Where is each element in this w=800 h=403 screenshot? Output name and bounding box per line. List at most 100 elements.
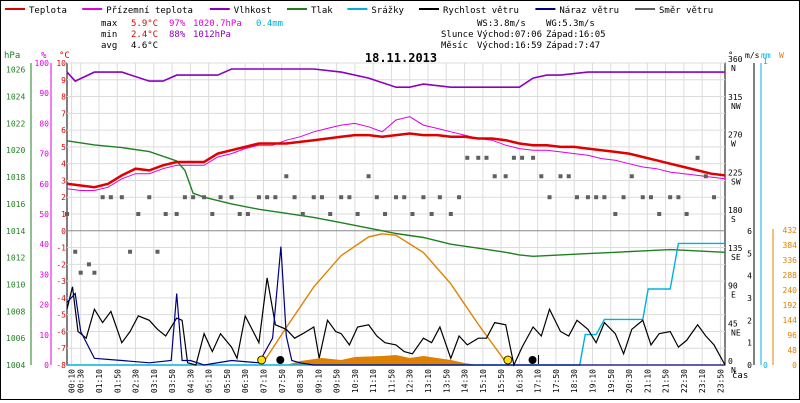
legend-label: Teplota [29, 6, 67, 16]
dir-tick-name: N [731, 366, 736, 375]
x-tick-label: 21:50 [662, 369, 671, 393]
wind-direction-point [629, 174, 634, 179]
wind-direction-point [695, 155, 700, 160]
dir-tick-deg: 270 [728, 131, 743, 140]
temp-tick-label: 6 [61, 126, 66, 135]
wind-direction-point [366, 174, 371, 179]
wind-direction-point [657, 212, 662, 216]
wind-direction-point [78, 270, 83, 275]
dir-tick-name: SW [731, 177, 741, 186]
pct-tick-label: 10 [39, 331, 49, 340]
x-tick-label: 05:50 [223, 369, 232, 393]
ms-tick-label: 5 [747, 249, 752, 258]
dir-axis-label: ° [728, 51, 733, 61]
x-tick-label: 19:50 [607, 369, 616, 393]
temp-tick-label: -5 [56, 311, 66, 320]
legend-label: Přízemní teplota [106, 6, 193, 16]
wind-direction-point [585, 195, 590, 200]
x-tick-label: 12:30 [406, 369, 415, 393]
wind-direction-point [574, 195, 579, 200]
sunset-marker [503, 355, 513, 365]
wind-direction-point [311, 195, 316, 200]
x-tick-label: 06:30 [241, 369, 250, 393]
x-tick-label: 22:30 [680, 369, 689, 393]
wind-direction-point [613, 212, 618, 216]
temp-tick-label: -7 [56, 344, 66, 353]
sun-label: Slunce [441, 30, 474, 40]
legend-label: Tlak [311, 6, 333, 16]
hpa-tick-label: 1020 [6, 146, 25, 155]
legend-label: Směr větru [659, 6, 713, 16]
series-layer [65, 68, 726, 367]
wind-direction-point [621, 195, 626, 200]
wind-direction-point [328, 212, 333, 216]
wind-direction-point [119, 195, 124, 200]
wind-direction-point [520, 155, 525, 160]
stats-max-rain: 0.4mm [256, 19, 283, 29]
dir-tick-deg: 180 [728, 206, 743, 215]
wind-direction-point [210, 212, 215, 216]
ms-tick-label: 6 [747, 227, 752, 236]
ms-tick-label: 1 [747, 339, 752, 348]
wind-direction-point [319, 195, 324, 200]
wind-direction-point [437, 195, 442, 200]
moon-set: Západ:7:47 [546, 41, 600, 51]
w-tick-label: 432 [783, 226, 798, 235]
x-tick-label: 09:10 [314, 369, 323, 393]
wind-direction-point [100, 195, 105, 200]
wind-direction-point [218, 195, 223, 200]
hpa-axis-label: hPa [4, 51, 20, 61]
series-ground-temperature [66, 116, 726, 191]
dir-tick-name: W [731, 140, 736, 149]
mm-tick-label: 1 [763, 57, 768, 66]
x-tick-label: 00:10 [68, 369, 77, 393]
temp-tick-label: -8 [56, 361, 66, 370]
wind-speed-info: WS:3.8m/s [477, 19, 526, 29]
ms-tick-label: 3 [747, 294, 752, 303]
wind-direction-point [128, 249, 133, 254]
wind-direction-point [163, 212, 168, 216]
temp-tick-label: -4 [56, 294, 66, 303]
moon-label: Měsíc [441, 41, 468, 51]
x-tick-label: 13:10 [424, 369, 433, 393]
stats-avg-label: avg [101, 41, 117, 51]
wind-direction-point [65, 212, 69, 216]
wind-direction-point [73, 249, 78, 254]
hpa-tick-label: 1018 [6, 173, 25, 182]
x-tick-label: 01:50 [113, 369, 122, 393]
pct-tick-label: 30 [39, 270, 49, 279]
x-tick-label: 23:50 [716, 369, 725, 393]
x-tick-label: 16:30 [515, 369, 524, 393]
wind-direction-point [448, 212, 453, 216]
hpa-tick-label: 1026 [6, 66, 25, 75]
pct-tick-label: 80 [39, 119, 49, 128]
wind-direction-point [383, 212, 388, 216]
wind-direction-point [484, 155, 489, 160]
dir-tick-name: S [731, 215, 736, 224]
wind-direction-point [273, 195, 278, 200]
pct-tick-label: 40 [39, 240, 49, 249]
legend-label: Rychlost větru [443, 6, 519, 16]
stats-max-temp: 5.9°C [131, 19, 158, 29]
stats-min-label: min [101, 30, 117, 40]
wind-direction-point [174, 212, 179, 216]
hpa-tick-label: 1008 [6, 307, 25, 316]
hpa-tick-label: 1016 [6, 200, 25, 209]
wind-direction-point [410, 212, 415, 216]
stats-max-hum: 97% [169, 19, 186, 29]
x-tick-label: 11:50 [387, 369, 396, 393]
wind-direction-point [136, 212, 141, 216]
moon-rise: Východ:16:59 [477, 41, 542, 51]
stats-min-press: 1012hPa [193, 30, 231, 40]
wind-direction-point [511, 155, 516, 160]
wind-direction-point [108, 195, 113, 200]
dir-tick-deg: 45 [728, 319, 738, 328]
pct-tick-label: 100 [35, 59, 50, 68]
wind-direction-point [347, 195, 352, 200]
stats-min-hum: 88% [169, 30, 186, 40]
wind-direction-point [547, 195, 552, 200]
x-tick-label: 05:10 [205, 369, 214, 393]
wind-direction-point [602, 195, 607, 200]
wind-direction-point [503, 174, 508, 179]
